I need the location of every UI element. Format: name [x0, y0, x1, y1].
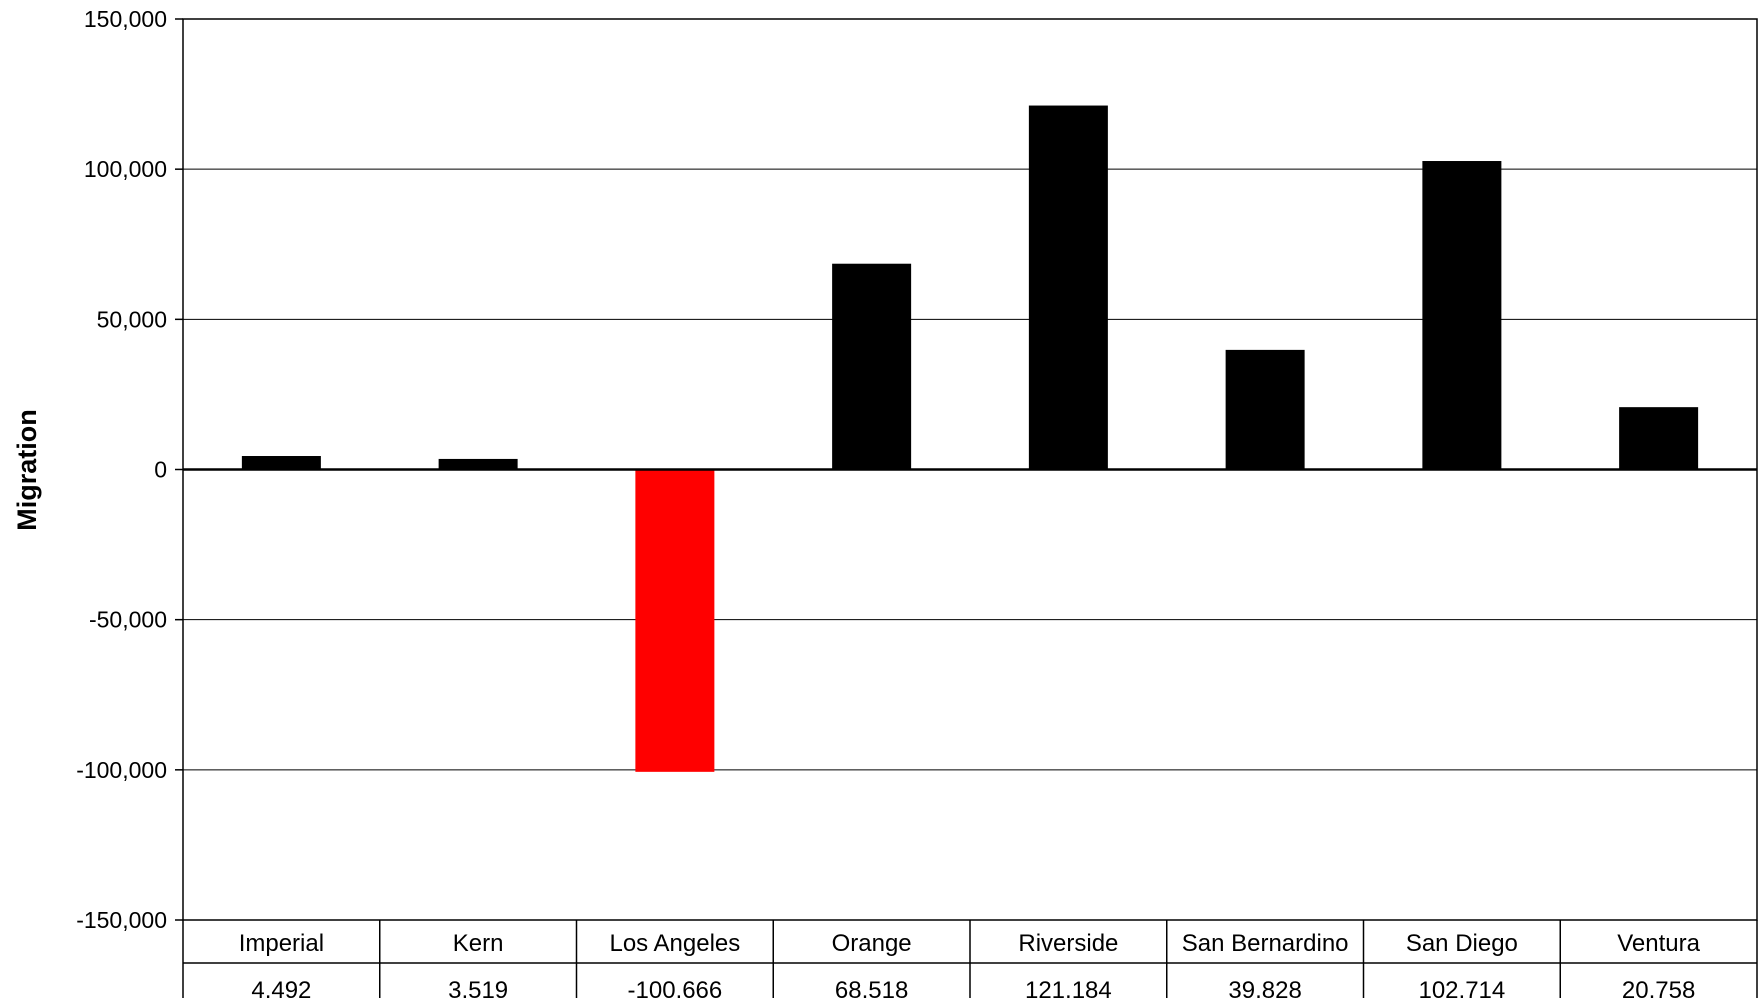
data-value-label: 102,714: [1418, 977, 1505, 998]
category-label: Orange: [832, 930, 912, 957]
data-value-label: 20,758: [1622, 977, 1695, 998]
y-tick-label: 150,000: [84, 6, 167, 32]
data-value-label: 3,519: [448, 977, 508, 998]
bar-riverside: [1028, 105, 1108, 470]
category-label: San Bernardino: [1182, 930, 1349, 957]
y-axis-ticks: 150,000 100,000 50,000 0 -50,000 -100,000 -150…: [76, 6, 183, 933]
category-label: Kern: [453, 930, 504, 957]
category-label: Ventura: [1617, 930, 1700, 957]
data-value-label: 121,184: [1025, 977, 1112, 998]
y-tick-label: -50,000: [89, 607, 167, 633]
y-axis-label: Migration: [12, 409, 42, 531]
y-tick-label: 100,000: [84, 156, 167, 182]
y-tick-label: -150,000: [76, 907, 167, 933]
data-value-label: 4,492: [251, 977, 311, 998]
bar-los-angeles: [635, 469, 715, 772]
category-label: Imperial: [239, 930, 324, 957]
bar-imperial: [241, 456, 321, 470]
data-value-label: -100,666: [628, 977, 723, 998]
y-tick-label: -100,000: [76, 757, 167, 783]
bars: [241, 105, 1699, 772]
gridlines: [183, 18, 1757, 771]
bar-san-bernardino: [1225, 349, 1305, 470]
axes: [182, 18, 1758, 921]
bar-ventura: [1619, 407, 1699, 470]
category-label: Los Angeles: [609, 930, 740, 957]
y-tick-label: 50,000: [97, 306, 167, 332]
bar-orange: [832, 263, 912, 470]
bar-san-diego: [1422, 161, 1502, 470]
data-value-label: 68,518: [835, 977, 908, 998]
bar-kern: [438, 458, 518, 470]
y-tick-label: 0: [154, 457, 167, 483]
category-label: San Diego: [1406, 930, 1518, 957]
category-label: Riverside: [1018, 930, 1118, 957]
data-table: Imperial 4,492 Kern 3,519 Los Angeles -100,66…: [182, 920, 1758, 998]
data-value-label: 39,828: [1228, 977, 1301, 998]
